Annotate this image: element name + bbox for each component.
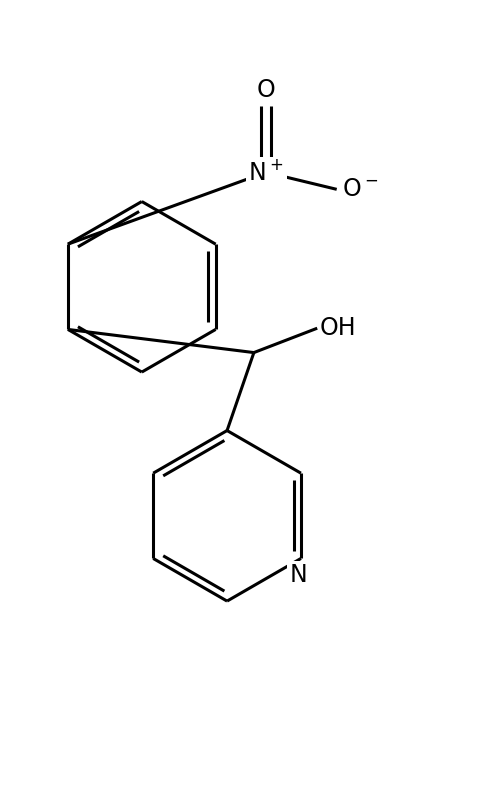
Text: O: O	[256, 78, 275, 102]
Text: OH: OH	[320, 316, 356, 340]
Text: N: N	[290, 563, 307, 587]
Text: O$^-$: O$^-$	[342, 177, 377, 202]
Text: N$^+$: N$^+$	[249, 160, 284, 184]
